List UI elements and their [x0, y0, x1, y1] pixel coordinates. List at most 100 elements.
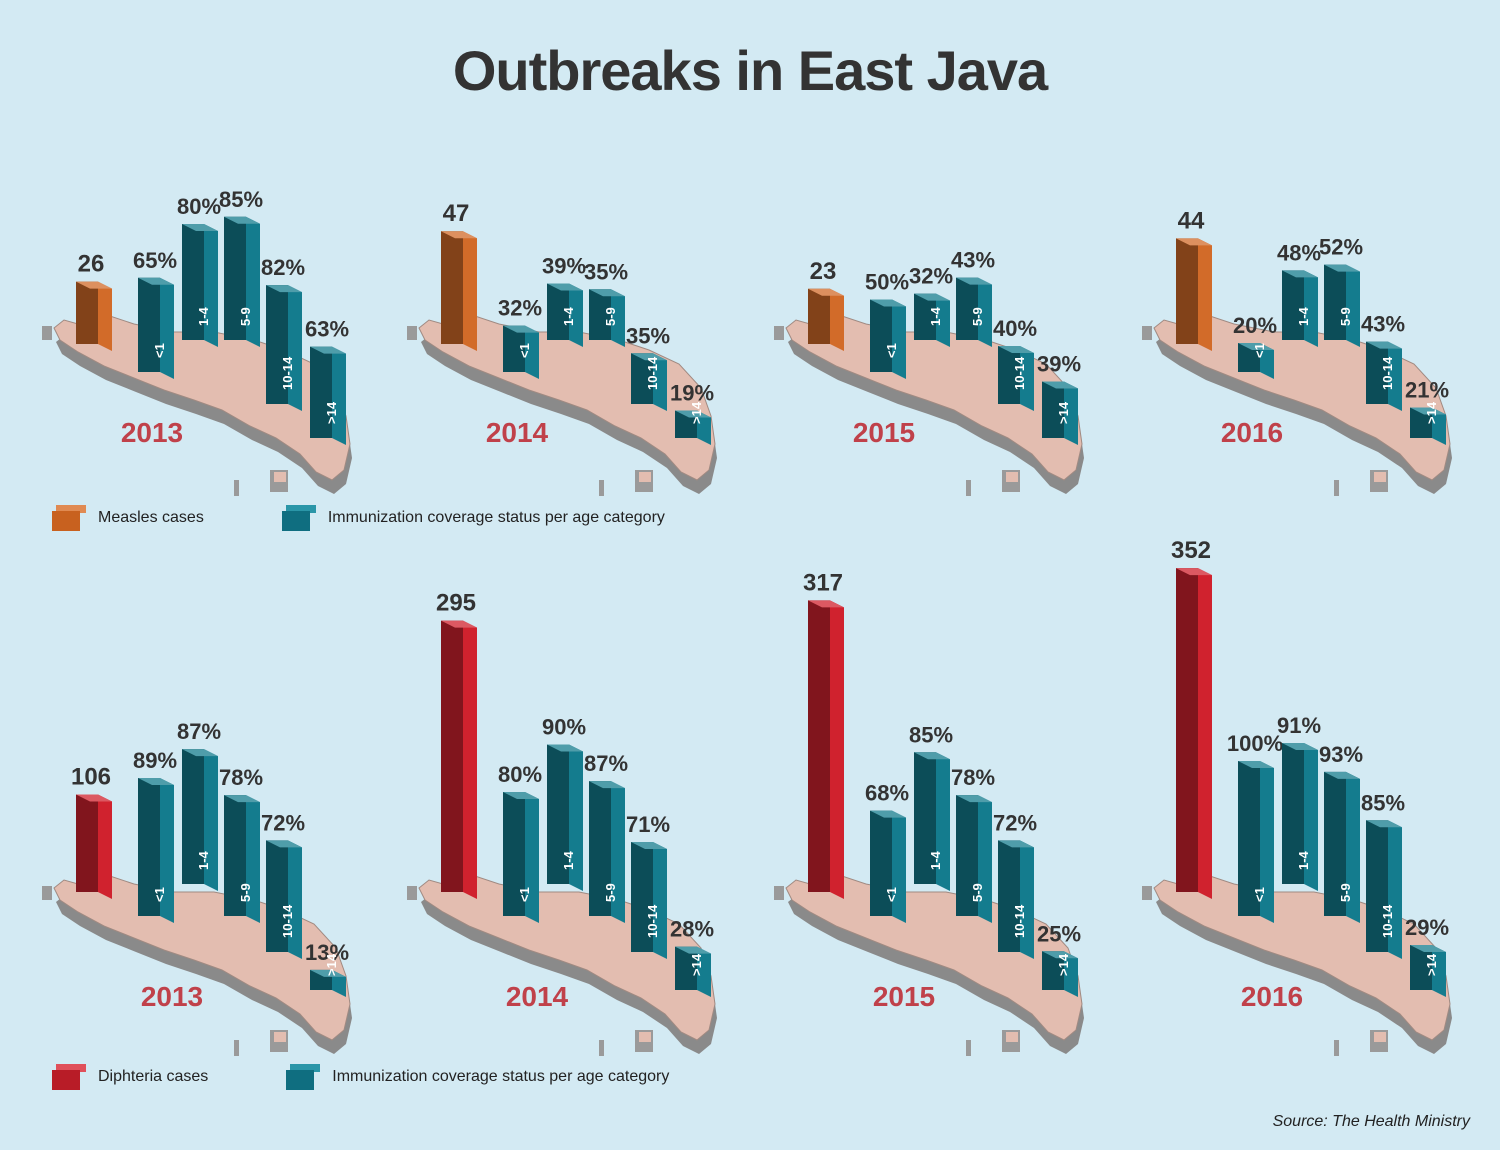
bar-cases-measles-2016 [1176, 238, 1212, 351]
map-measles-2014-island-west [407, 326, 417, 340]
category-label-measles-2015-4: >14 [1056, 401, 1071, 424]
bar-coverage-diphtheria-2014-1-front [569, 744, 583, 891]
bar-coverage-diphtheria-2013-0-top [138, 778, 174, 786]
label-coverage-measles-2014-0: 32% [498, 296, 542, 321]
label-cases-measles-2013: 26 [78, 251, 105, 278]
bar-coverage-measles-2016-2-top [1324, 264, 1360, 272]
bar-coverage-diphtheria-2016-3-side [1366, 820, 1388, 952]
year-label-diphtheria-2014: 2014 [506, 981, 569, 1012]
map-diphtheria-2016-island-west [1142, 886, 1152, 900]
bar-coverage-diphtheria-2016-1-front [1304, 742, 1318, 891]
bar-cases-measles-2013 [76, 281, 112, 351]
label-coverage-diphtheria-2016-1: 91% [1277, 713, 1321, 738]
bar-coverage-measles-2015-1-top [914, 293, 950, 301]
panel-measles-2014: 47 32% <1 39% 1-4 35% 5-9 35% 10-14 19%>14 2014 [407, 200, 717, 496]
bar-coverage-measles-2013-4-top [310, 346, 346, 354]
label-coverage-measles-2016-0: 20% [1233, 313, 1277, 338]
category-label-measles-2015-3: 10-14 [1012, 356, 1027, 390]
bar-coverage-diphtheria-2013-2-side [224, 795, 246, 916]
bar-coverage-measles-2016-0-front [1260, 343, 1274, 379]
bar-coverage-measles-2014-3 [631, 353, 667, 411]
bar-coverage-diphtheria-2016-4 [1410, 945, 1446, 997]
bar-coverage-diphtheria-2013-2-front [246, 795, 260, 923]
bar-coverage-diphtheria-2016-3 [1366, 820, 1402, 959]
bar-cases-diphtheria-2013-front [98, 794, 112, 899]
bar-coverage-diphtheria-2016-1-top [1282, 742, 1318, 750]
label-coverage-measles-2014-2: 35% [584, 259, 628, 284]
bar-cases-diphtheria-2014-side [441, 620, 463, 892]
bar-coverage-measles-2016-0 [1238, 343, 1274, 379]
label-coverage-measles-2013-3: 82% [261, 255, 305, 280]
bar-coverage-measles-2016-4 [1410, 407, 1446, 445]
bar-coverage-diphtheria-2016-0-side [1238, 761, 1260, 916]
bar-coverage-measles-2014-3-top [631, 353, 667, 361]
category-label-measles-2014-3: 10-14 [645, 356, 660, 390]
map-measles-2016-island-b-top [1374, 472, 1386, 482]
bar-cases-diphtheria-2013-side [76, 794, 98, 892]
bar-coverage-measles-2013-4-side [310, 346, 332, 438]
label-coverage-measles-2013-4: 63% [305, 317, 349, 342]
bar-coverage-measles-2016-0-top [1238, 343, 1274, 350]
category-label-diphtheria-2014-1: 1-4 [561, 850, 576, 870]
category-label-diphtheria-2013-4: >14 [324, 953, 339, 976]
bar-coverage-measles-2015-0-front [892, 299, 906, 379]
bar-coverage-diphtheria-2013-0 [138, 778, 174, 923]
bar-coverage-diphtheria-2014-4 [675, 946, 711, 997]
map-measles-2013-island-b-top [274, 472, 286, 482]
bar-cases-diphtheria-2013 [76, 794, 112, 899]
bar-coverage-measles-2015-1 [914, 293, 950, 347]
bar-coverage-measles-2015-2 [956, 277, 992, 347]
category-label-diphtheria-2014-2: 5-9 [603, 883, 618, 902]
panel-measles-2016: 44 20% <1 48% 1-4 52% 5-9 43% 10-14 21%>14 2016 [1142, 207, 1452, 496]
bar-coverage-measles-2016-4-side [1410, 407, 1432, 438]
bar-coverage-diphtheria-2015-0-top [870, 810, 906, 818]
label-coverage-diphtheria-2014-3: 71% [626, 812, 670, 837]
bar-coverage-diphtheria-2014-0-front [525, 792, 539, 923]
bar-coverage-measles-2013-1-front [204, 224, 218, 347]
label-coverage-diphtheria-2013-0: 89% [133, 748, 177, 773]
bar-cases-measles-2014 [441, 231, 477, 351]
bar-coverage-measles-2013-0-side [138, 277, 160, 372]
bar-coverage-diphtheria-2013-0-side [138, 778, 160, 916]
bar-coverage-diphtheria-2014-1-top [547, 744, 583, 752]
bar-cases-diphtheria-2016 [1176, 568, 1212, 899]
label-coverage-measles-2015-1: 32% [909, 264, 953, 289]
bar-coverage-measles-2015-3-side [998, 346, 1020, 404]
category-label-measles-2016-1: 1-4 [1296, 306, 1311, 326]
label-coverage-diphtheria-2016-0: 100% [1227, 731, 1283, 756]
label-coverage-measles-2016-4: 21% [1405, 378, 1449, 403]
label-coverage-diphtheria-2013-4: 13% [305, 940, 349, 965]
bar-cases-diphtheria-2015 [808, 600, 844, 899]
map-measles-2015-island-west [774, 326, 784, 340]
bar-coverage-diphtheria-2015-2-front [978, 795, 992, 923]
bar-coverage-measles-2015-0-side [870, 299, 892, 372]
label-coverage-measles-2015-0: 50% [865, 270, 909, 295]
bar-coverage-measles-2014-0 [503, 325, 539, 379]
category-label-measles-2016-2: 5-9 [1338, 307, 1353, 326]
bar-coverage-measles-2015-4 [1042, 381, 1078, 445]
map-diphtheria-2015-island-a [966, 1040, 971, 1056]
bar-coverage-measles-2014-3-side [631, 353, 653, 404]
bar-coverage-diphtheria-2016-2-side [1324, 771, 1346, 916]
bar-coverage-measles-2016-3-top [1366, 341, 1402, 349]
map-measles-2015-island-a [966, 480, 971, 496]
bar-coverage-diphtheria-2015-3-top [998, 840, 1034, 848]
panel-measles-2015: 23 50% <1 32% 1-4 43% 5-9 40% 10-14 39% >14 2015 [774, 248, 1084, 496]
bar-cases-measles-2013-top [76, 281, 112, 289]
category-label-measles-2016-4: >14 [1424, 401, 1439, 424]
legend-label-immunization-bottom: Immunization coverage status per age cat… [332, 1068, 670, 1085]
bar-coverage-diphtheria-2014-2-top [589, 781, 625, 789]
map-measles-2016-island-a [1334, 480, 1339, 496]
bar-cases-measles-2016-front [1198, 238, 1212, 351]
bar-coverage-diphtheria-2013-4 [310, 969, 346, 997]
bar-coverage-diphtheria-2014-4-top [675, 946, 711, 954]
bar-coverage-diphtheria-2016-1 [1282, 742, 1318, 891]
year-label-measles-2016: 2016 [1221, 417, 1283, 448]
bar-coverage-diphtheria-2015-4-front [1064, 951, 1078, 997]
map-measles-2013-island-a [234, 480, 239, 496]
category-label-diphtheria-2013-0: <1 [152, 887, 167, 902]
bar-coverage-measles-2015-1-side [914, 293, 936, 340]
map-diphtheria-2013-island-a [234, 1040, 239, 1056]
bar-coverage-measles-2014-4-top [675, 410, 711, 418]
bar-coverage-diphtheria-2013-1-top [182, 749, 218, 757]
